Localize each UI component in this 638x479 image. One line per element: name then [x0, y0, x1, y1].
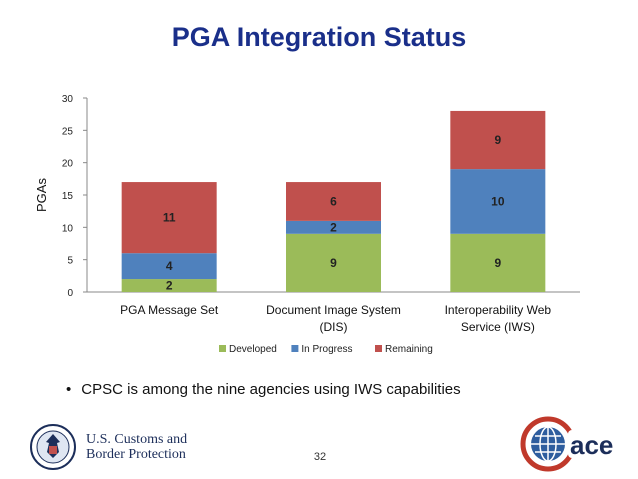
cbp-wordmark: U.S. Customs and Border Protection — [86, 432, 187, 462]
data-label: 2 — [166, 279, 173, 293]
page-number: 32 — [313, 451, 327, 463]
bullet-point: • CPSC is among the nine agencies using I… — [66, 381, 461, 398]
cbp-line-2: Border Protection — [86, 447, 186, 462]
x-tick-label: PGA Message Set — [120, 303, 219, 317]
y-tick-label: 30 — [62, 94, 74, 105]
legend-entry: In Progress — [301, 344, 352, 355]
x-tick-label: Interoperability Web — [445, 303, 552, 317]
legend-entry: Developed — [229, 344, 277, 355]
legend-swatch — [291, 345, 299, 352]
cbp-logo: U.S. Customs and Border Protection — [30, 424, 187, 470]
y-tick-label: 10 — [62, 223, 74, 234]
bar-developed — [286, 233, 381, 292]
legend-swatch — [375, 345, 382, 352]
bar-remaining — [286, 182, 381, 221]
bullet-text: CPSC is among the nine agencies using IW… — [81, 381, 461, 398]
y-tick-label: 15 — [62, 191, 74, 202]
x-tick-label: (DIS) — [320, 320, 348, 334]
cbp-line-1: U.S. Customs and — [86, 432, 188, 447]
stacked-bar-chart: 0 5 10 15 20 25 30 PGAs 2 4 11 PGA Message Set 9 2 6 Do… — [34, 94, 580, 355]
y-axis-title: PGAs — [34, 178, 49, 212]
data-label: 11 — [163, 211, 176, 225]
ace-logo: ace — [520, 416, 620, 477]
slide-title: PGA Integration Status — [171, 22, 467, 52]
y-tick-label: 0 — [67, 288, 73, 299]
legend-entry: Remaining — [385, 344, 433, 355]
bar-in-progress — [450, 169, 546, 234]
x-tick-label: Document Image System — [266, 303, 401, 317]
y-tick-label: 25 — [62, 126, 74, 137]
x-tick-label: Service (IWS) — [461, 320, 535, 334]
data-label: 10 — [491, 194, 505, 208]
y-tick-label: 5 — [67, 256, 73, 267]
ace-logo-text: ace — [570, 430, 613, 460]
data-label: 9 — [494, 133, 501, 147]
legend-swatch — [219, 345, 226, 352]
bullet-marker: • — [66, 381, 72, 398]
data-label: 9 — [330, 256, 337, 270]
bar-developed — [450, 233, 546, 292]
bar-remaining — [121, 182, 217, 254]
data-label: 2 — [330, 220, 337, 234]
data-label: 6 — [330, 194, 337, 208]
bar-in-progress — [286, 220, 381, 234]
y-tick-label: 20 — [62, 159, 74, 170]
data-label: 9 — [494, 256, 501, 270]
bar-in-progress — [121, 253, 217, 280]
dhs-seal-icon — [30, 424, 76, 470]
ace-globe-icon: ace — [520, 416, 616, 472]
data-label: 4 — [166, 259, 173, 273]
bar-remaining — [450, 110, 546, 170]
bar-developed — [121, 279, 217, 292]
